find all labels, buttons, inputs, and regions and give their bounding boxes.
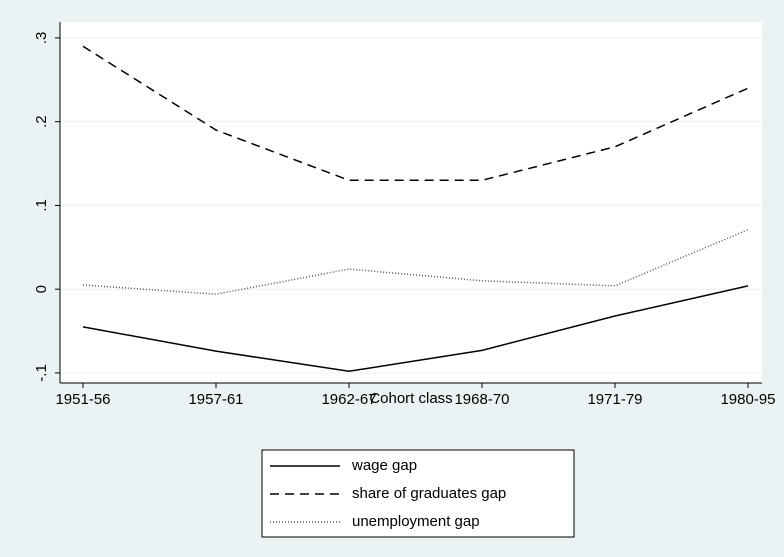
plot-area: [60, 22, 762, 383]
series-line: [82, 285, 749, 373]
legend: [261, 449, 575, 538]
x-tick-label: 1971-79: [587, 391, 642, 408]
series-line: [82, 45, 749, 182]
x-tick-label: 1968-70: [454, 391, 509, 408]
legend-label: unemployment gap: [352, 513, 480, 530]
x-tick-label: 1980-95: [720, 391, 775, 408]
y-tick-label: .1: [33, 199, 50, 212]
series-line: [82, 229, 749, 295]
y-tick-label: .3: [33, 32, 50, 45]
x-tick-label: 1962-67: [321, 391, 376, 408]
y-tick-label: 0: [33, 285, 50, 293]
legend-label: wage gap: [351, 457, 417, 474]
y-tick-label: .2: [33, 115, 50, 128]
x-axis-label: Cohort class: [369, 390, 452, 407]
x-tick-label: 1951-56: [55, 391, 110, 408]
y-tick-label: -.1: [33, 364, 50, 382]
x-tick-label: 1957-61: [188, 391, 243, 408]
legend-label: share of graduates gap: [352, 485, 506, 502]
